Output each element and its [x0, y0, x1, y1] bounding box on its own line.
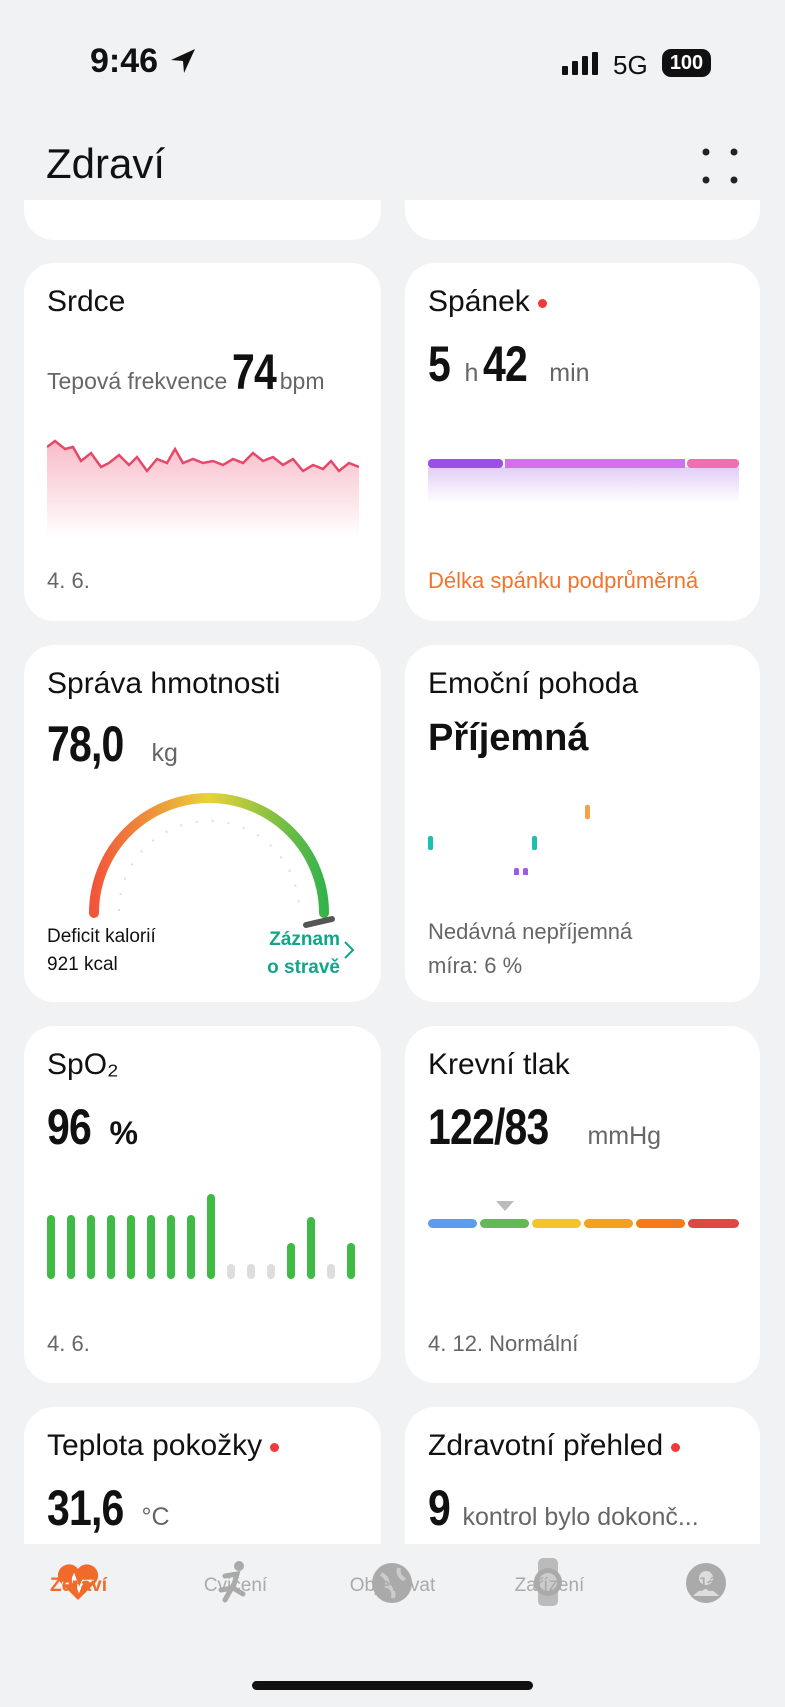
card-title: Teplota pokožky: [47, 1429, 280, 1463]
footer-line: míra: 6 %: [428, 953, 523, 978]
menu-button[interactable]: [700, 146, 740, 186]
home-indicator: [252, 1681, 533, 1690]
footer: 4. 12. Normální: [428, 1331, 579, 1356]
sleep-bar: [428, 459, 739, 503]
partial-card: [24, 200, 381, 240]
card-title: Srdce: [47, 285, 126, 318]
tab[interactable]: Cvičení: [203, 1575, 268, 1596]
unit: kg: [151, 739, 178, 767]
footer: Délka spánku podprůměrná: [428, 568, 699, 593]
tab-icon: [372, 1563, 412, 1603]
label: Tepová frekvence: [47, 368, 228, 394]
value: 9: [428, 1480, 451, 1536]
spo2-card[interactable]: SpO₂ 96 % 4. 6.: [24, 1026, 381, 1383]
value: 74: [231, 344, 277, 400]
weight-gauge: [89, 793, 335, 928]
hours: 5: [428, 336, 451, 392]
page-title: Zdraví: [46, 140, 166, 187]
alert-dot: [671, 1442, 681, 1452]
unit: %: [109, 1115, 138, 1151]
card-title: Zdravotní přehled: [428, 1429, 681, 1463]
alert-dot: [270, 1442, 280, 1452]
tab[interactable]: Zařízení: [514, 1575, 585, 1596]
title-text: Spánek: [428, 285, 530, 318]
card-title: Správa hmotnosti: [47, 667, 281, 700]
footer: Nedávná nepříjemná míra: 6 %: [428, 915, 632, 983]
link-line: Záznam: [269, 929, 340, 950]
blood-pressure-card[interactable]: Krevní tlak 122/83 mmHg 4. 12. Normální: [405, 1026, 760, 1383]
link-line: o stravě: [267, 957, 340, 978]
tab-icon: [534, 1558, 562, 1606]
tab-icon: [57, 1564, 99, 1600]
title-text: Zdravotní přehled: [428, 1429, 664, 1462]
heart-chart: [47, 439, 359, 538]
chevron: [344, 941, 355, 959]
mood-chart: [428, 805, 590, 875]
card-title: Emoční pohoda: [428, 667, 639, 700]
signal-icon: [562, 52, 598, 75]
alert-dot: [537, 298, 547, 308]
unit: °C: [141, 1503, 170, 1531]
heart-card[interactable]: Srdce Tepová frekvence 74 bpm 4. 6.: [24, 263, 381, 621]
card-title: Spánek: [428, 285, 547, 319]
hours-unit: h: [464, 359, 479, 387]
battery: 100: [662, 49, 711, 77]
value: 96: [47, 1099, 92, 1155]
value: 122/83: [428, 1099, 549, 1155]
tab[interactable]: Zdraví: [49, 1575, 108, 1596]
footer: 4. 6.: [47, 568, 90, 593]
mood-card[interactable]: Emoční pohoda Příjemná Nedávná nepříjemn…: [405, 645, 760, 1002]
minutes-unit: min: [549, 359, 590, 387]
card-title: Krevní tlak: [428, 1048, 570, 1081]
deficit-value: 921 kcal: [47, 954, 118, 975]
footer-line: Nedávná nepříjemná: [428, 919, 633, 944]
weight-card[interactable]: Správa hmotnosti 78,0 kg Deficit kalorií…: [24, 645, 381, 1002]
value: 78,0: [47, 716, 124, 772]
value: Příjemná: [428, 717, 589, 759]
partial-card: [405, 200, 760, 240]
minutes: 42: [482, 336, 528, 392]
deficit-label: Deficit kalorií: [47, 926, 156, 947]
spo2-chart: [47, 1194, 355, 1279]
bp-scale: [428, 1201, 739, 1228]
unit: kontrol bylo dokonč...: [462, 1503, 699, 1531]
network: 5G: [613, 50, 648, 80]
unit: mmHg: [587, 1122, 662, 1150]
tab[interactable]: Objevovat: [349, 1575, 436, 1596]
tab-bar: [0, 1544, 785, 1707]
tab-icon: [218, 1561, 246, 1603]
tab-icon: [686, 1563, 726, 1603]
time: 9:46: [90, 42, 159, 80]
food-log-link[interactable]: Záznam o stravě: [260, 926, 340, 982]
tab[interactable]: Já: [696, 1575, 717, 1596]
value: 31,6: [47, 1480, 124, 1536]
location-icon: [171, 49, 195, 73]
sleep-card[interactable]: Spánek 5 h 42 min Délka spánku podprůměr…: [405, 263, 760, 621]
footer: 4. 6.: [47, 1331, 90, 1356]
unit: bpm: [279, 368, 325, 394]
card-title: SpO₂: [47, 1048, 119, 1081]
title-text: Teplota pokožky: [47, 1429, 263, 1462]
